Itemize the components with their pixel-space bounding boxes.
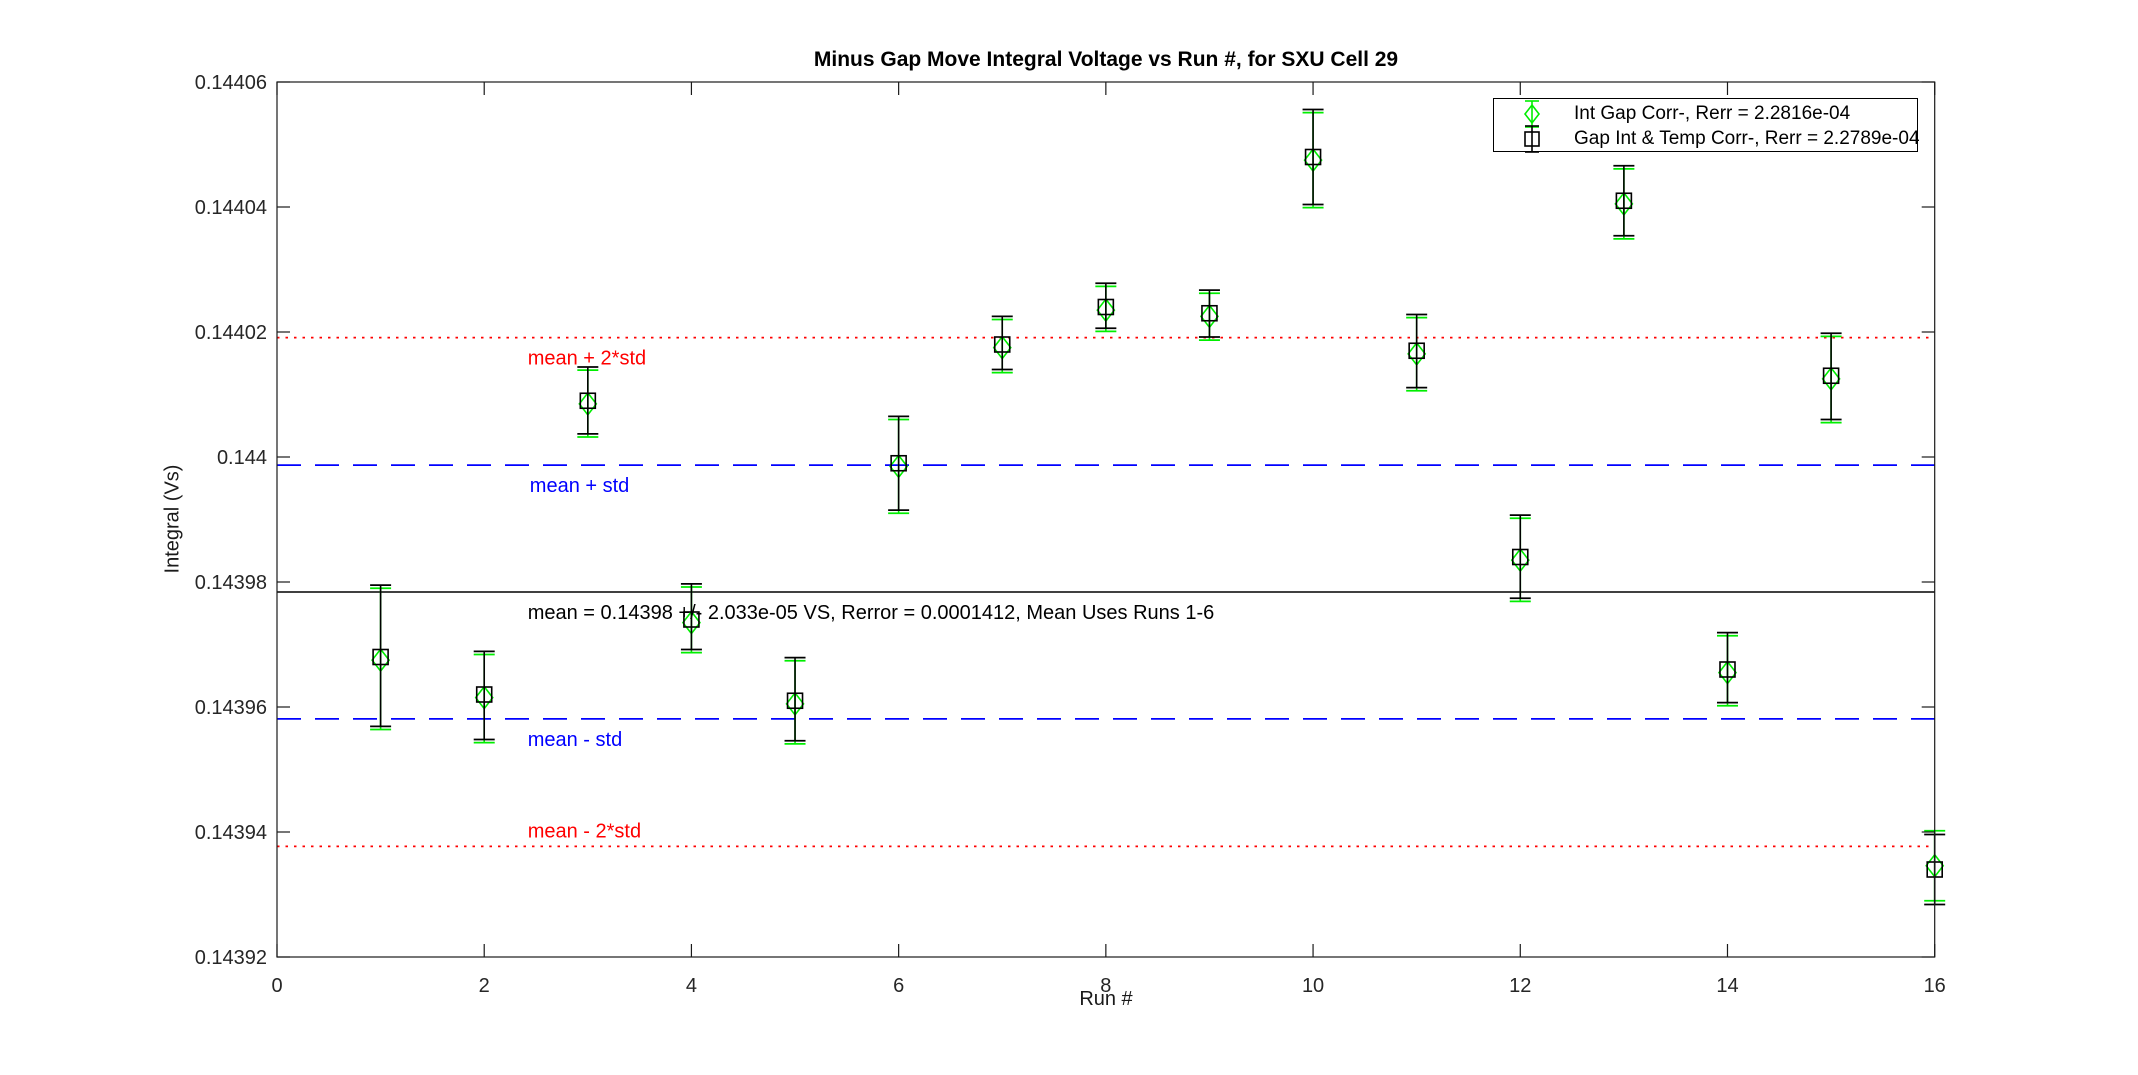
square-marker	[1201, 304, 1218, 322]
x-tick-label: 0	[271, 975, 282, 997]
data-point-run-6-gap-int-temp	[888, 415, 910, 512]
ref-line-label: mean - std	[528, 729, 622, 751]
y-tick-label: 0.14404	[195, 197, 267, 219]
data-point-run-9-gap-int-temp	[1198, 289, 1220, 338]
errorbar-square-icon	[1524, 124, 1540, 153]
y-axis-label: Integral (Vs)	[161, 464, 184, 574]
y-tick-label: 0.144	[217, 447, 267, 469]
data-point-run-11-gap-int-temp	[1406, 313, 1428, 389]
x-tick-label: 10	[1302, 975, 1324, 997]
y-tick-label: 0.14406	[195, 72, 267, 94]
data-point-run-3-gap-int-temp	[577, 366, 599, 435]
square-marker	[890, 454, 907, 472]
ref-line-label: mean + std	[530, 475, 630, 497]
data-point-run-5-gap-int-temp	[784, 656, 806, 742]
legend-item-label: Gap Int & Temp Corr-, Rerr = 2.2789e-04	[1574, 127, 1920, 149]
square-marker	[1719, 661, 1736, 678]
chart-title: Minus Gap Move Integral Voltage vs Run #…	[813, 48, 1399, 71]
square-marker	[372, 648, 389, 666]
y-tick-label: 0.14402	[195, 322, 267, 344]
data-point-run-13-gap-int-temp	[1613, 164, 1635, 237]
data-point-run-4-gap-int-temp	[680, 582, 702, 651]
legend-item-int-gap-corr: Int Gap Corr-, Rerr = 2.2816e-04	[1494, 99, 1917, 128]
ref-line-label: mean + 2*std	[528, 348, 646, 370]
x-tick-label: 16	[1924, 975, 1946, 997]
square-marker	[1304, 148, 1322, 166]
x-tick-label: 8	[1100, 975, 1111, 997]
x-tick-label: 4	[686, 975, 697, 997]
square-marker	[1097, 298, 1115, 316]
square-marker	[1615, 192, 1633, 210]
square-marker	[1408, 342, 1425, 360]
legend: Int Gap Corr-, Rerr = 2.2816e-04 Gap Int…	[1493, 98, 1920, 153]
x-tick-label: 14	[1716, 975, 1738, 997]
x-tick-label: 6	[893, 975, 904, 997]
data-point-run-10-gap-int-temp	[1302, 108, 1324, 206]
y-tick-label: 0.14396	[195, 697, 267, 719]
data-point-run-14-gap-int-temp	[1716, 631, 1738, 704]
legend-item-label: Int Gap Corr-, Rerr = 2.2816e-04	[1574, 102, 1851, 124]
legend-item-gap-int-temp-corr: Gap Int & Temp Corr-, Rerr = 2.2789e-04	[1494, 124, 1920, 153]
data-point-run-1-gap-int-temp	[370, 584, 392, 728]
data-point-run-8-gap-int-temp	[1095, 282, 1117, 330]
data-point-run-2-gap-int-temp	[473, 650, 495, 741]
y-tick-label: 0.14398	[195, 572, 267, 594]
square-marker	[683, 611, 700, 628]
x-axis-label: Run #	[1079, 988, 1133, 1010]
square-marker	[993, 336, 1011, 353]
data-point-run-7-gap-int-temp	[991, 315, 1013, 371]
y-tick-label: 0.14392	[195, 947, 267, 969]
data-point-run-15-gap-int-temp	[1820, 332, 1842, 421]
data-point-run-12-gap-int-temp	[1509, 514, 1531, 600]
x-tick-label: 2	[479, 975, 490, 997]
axes-box	[276, 81, 1936, 958]
ref-line-label: mean = 0.14398 +/- 2.033e-05 VS, Rerror …	[528, 602, 1215, 624]
square-marker	[786, 692, 804, 710]
square-marker	[1822, 367, 1840, 385]
square-marker	[475, 686, 493, 703]
square-marker	[1511, 548, 1529, 566]
square-marker	[579, 392, 597, 410]
ref-line-label: mean - 2*std	[528, 820, 641, 842]
y-tick-label: 0.14394	[195, 822, 267, 844]
x-tick-label: 12	[1509, 975, 1531, 997]
